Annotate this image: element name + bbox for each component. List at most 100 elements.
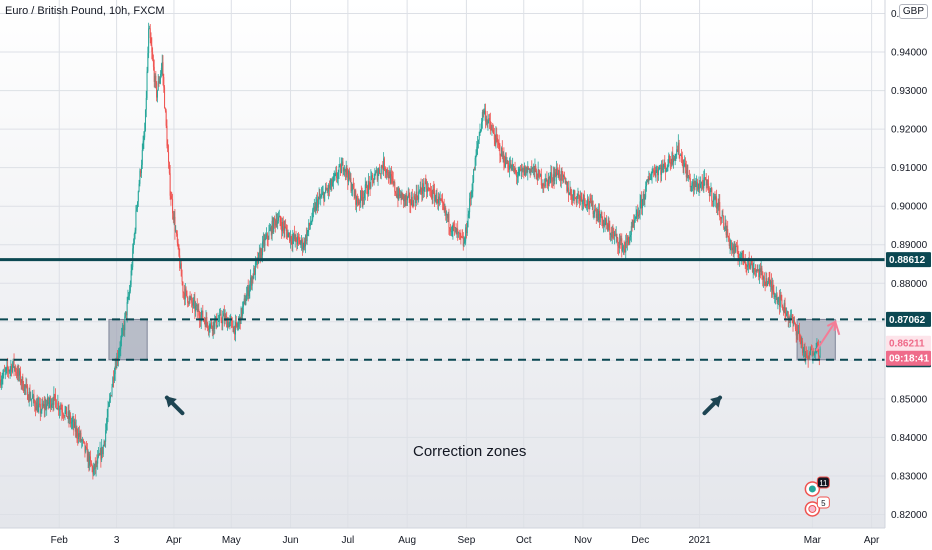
candle-up — [260, 248, 262, 260]
candle-down — [36, 402, 38, 412]
price-tick-label: 0.92000 — [891, 125, 928, 136]
candle-up — [399, 194, 401, 197]
candle-up — [545, 178, 547, 180]
candle-up — [277, 220, 279, 224]
candle-down — [539, 171, 541, 177]
candle-up — [650, 175, 652, 180]
candle-down — [207, 327, 209, 330]
candle-up — [190, 297, 192, 298]
candle-down — [720, 218, 722, 220]
candle-down — [274, 220, 276, 226]
horizontal-levels[interactable] — [0, 258, 885, 361]
candle-down — [575, 198, 577, 199]
price-axis[interactable]: 0.820000.830000.840000.850000.860000.870… — [884, 0, 932, 550]
candle-down — [272, 220, 274, 233]
last-price-tag[interactable]: 0.86211 — [886, 335, 931, 351]
candle-down — [42, 403, 44, 407]
candle-up — [582, 201, 584, 205]
candle-up — [70, 422, 72, 424]
candle-up — [360, 191, 362, 203]
candle-up — [790, 315, 792, 318]
candle-down — [602, 219, 604, 226]
bar-countdown-tag[interactable]: 09:18:41 — [886, 350, 931, 366]
candle-down — [776, 294, 778, 303]
candle-down — [164, 87, 166, 109]
candle-up — [374, 174, 376, 180]
candle-down — [682, 165, 684, 168]
candle-up — [697, 188, 699, 190]
candle-up — [547, 177, 549, 186]
projection-arrow[interactable] — [815, 320, 841, 352]
candle-down — [61, 409, 63, 413]
grid — [0, 0, 885, 528]
candle-up — [721, 215, 723, 219]
candle-up — [801, 341, 803, 344]
candle-up — [275, 220, 277, 226]
candle-down — [631, 226, 633, 228]
candle-down — [503, 153, 505, 164]
up-right-arrow-icon[interactable] — [702, 395, 723, 416]
candle-down — [559, 178, 561, 181]
candle-up — [695, 185, 697, 188]
candle-up — [375, 170, 377, 172]
candle-down — [96, 461, 98, 464]
candle-up — [270, 227, 272, 230]
candle-down — [728, 237, 730, 246]
candle-down — [702, 183, 704, 189]
candle-up — [23, 385, 25, 392]
candle-up — [407, 194, 409, 197]
candle-up — [320, 194, 322, 197]
candle-up — [130, 270, 132, 285]
candle-up — [136, 208, 138, 211]
candle-up — [209, 324, 211, 330]
currency-badge[interactable]: GBP — [898, 4, 928, 19]
candle-up — [246, 294, 248, 301]
up-left-arrow-icon[interactable] — [164, 395, 185, 416]
price-tag-label: 0.86211 — [889, 339, 925, 350]
candle-up — [278, 215, 280, 218]
candle-down — [505, 156, 507, 164]
candle-up — [109, 398, 111, 404]
time-axis[interactable]: Feb 3 Apr May Jun Jul Aug Sep Oct Nov Dec 2021 Mar Ap… — [0, 527, 885, 550]
events-icon[interactable]: 11 5 — [804, 476, 830, 517]
candle-up — [333, 176, 335, 178]
candle-down — [123, 327, 125, 331]
candle-down — [417, 197, 419, 200]
candle-up — [326, 189, 328, 191]
candle-down — [751, 261, 753, 264]
candle-up — [579, 195, 581, 201]
candle-down — [579, 195, 581, 201]
candle-down — [152, 52, 154, 60]
drawings[interactable] — [164, 320, 841, 416]
level-price-tag[interactable]: 0.88612 — [886, 252, 931, 268]
candle-up — [508, 165, 510, 170]
candle-up — [544, 178, 546, 187]
candle-up — [262, 241, 264, 256]
candle-up — [59, 408, 61, 410]
candle-up — [328, 184, 330, 192]
level-price-tag[interactable]: 0.87062 — [886, 311, 931, 327]
candle-up — [75, 427, 77, 432]
candle-up — [335, 172, 337, 174]
candle-down — [211, 322, 213, 328]
candle-down — [174, 216, 176, 232]
candle-down — [504, 163, 506, 167]
price-tick-label: 0.91000 — [891, 163, 928, 174]
candle-down — [521, 169, 523, 171]
candle-down — [232, 327, 234, 333]
candle-up — [105, 424, 107, 431]
candle-down — [83, 441, 85, 443]
events-marker[interactable]: 11 5 — [804, 476, 830, 517]
candle-down — [340, 164, 342, 174]
candle-down — [346, 166, 348, 175]
candle-up — [200, 314, 202, 322]
candle-down — [406, 195, 408, 201]
candle-down — [574, 190, 576, 199]
candle-down — [177, 242, 179, 245]
candle-up — [129, 291, 131, 296]
candle-up — [684, 163, 686, 165]
candle-up — [40, 410, 42, 414]
candle-down — [186, 290, 188, 297]
